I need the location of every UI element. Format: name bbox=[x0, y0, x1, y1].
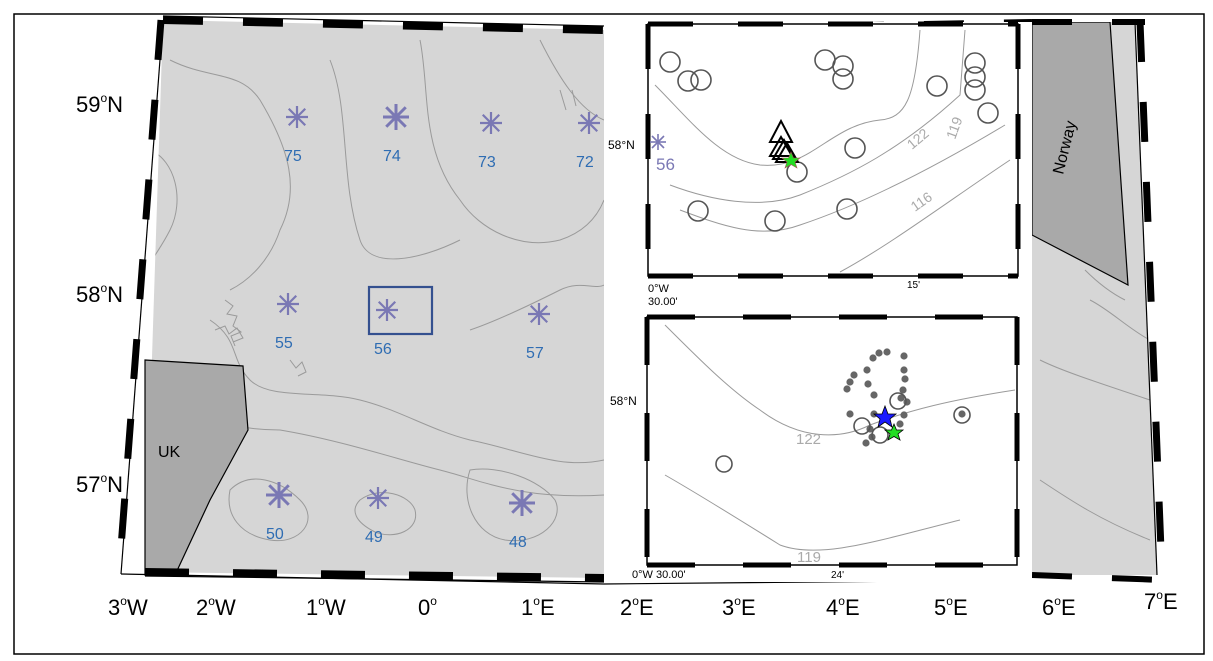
longitude-label: 1oW bbox=[306, 594, 346, 620]
station-label: 73 bbox=[478, 154, 496, 171]
inset-bottom-lat-label: 58°N bbox=[610, 394, 637, 408]
longitude-label: 2oW bbox=[196, 594, 236, 620]
inset-bottom-circles bbox=[715, 392, 971, 473]
inset-bottom: 122 119 58°N 0°W 30.00' 24' bbox=[604, 308, 1032, 582]
latitude-label: 57oN bbox=[76, 471, 123, 497]
right-frame-ticks bbox=[1136, 21, 1166, 576]
contour-label-122-bottom: 122 bbox=[796, 431, 821, 448]
longitude-label: 0o bbox=[418, 594, 437, 620]
inset-top-tick-label: 15' bbox=[907, 280, 920, 291]
station-label: 50 bbox=[266, 526, 284, 543]
station-marker-icon bbox=[383, 104, 409, 130]
longitude-label: 3oW bbox=[108, 594, 148, 620]
station-label: 74 bbox=[383, 148, 401, 165]
contour-label-119: 119 bbox=[943, 114, 966, 141]
inset-top-station-label: 56 bbox=[656, 155, 675, 174]
station-marker-icon bbox=[277, 293, 299, 315]
station-marker-icon bbox=[480, 112, 502, 134]
station-label: 72 bbox=[576, 154, 594, 171]
longitude-label: 4oE bbox=[826, 594, 860, 620]
station-labels: 75 74 73 72 55 56 57 50 49 48 bbox=[266, 148, 594, 551]
inset-top-lat-label: 58°N bbox=[608, 138, 635, 152]
station-marker-icon bbox=[266, 482, 292, 508]
right-map-strip: Norway bbox=[1031, 19, 1166, 583]
inset-bottom-lon-label: 0°W 30.00' bbox=[632, 569, 686, 581]
inset-bottom-frame bbox=[646, 316, 1018, 566]
station-marker-icon bbox=[528, 303, 550, 325]
inset-bottom-star-blue-icon bbox=[872, 404, 898, 428]
norway-land bbox=[1032, 22, 1129, 287]
inset-bottom-dots bbox=[843, 348, 966, 447]
inset-top: 122 119 116 bbox=[604, 21, 1032, 308]
inset-top-station-56 bbox=[650, 134, 666, 150]
station-56-highlight-box bbox=[367, 285, 434, 336]
station-marker-icon bbox=[286, 106, 308, 128]
bathymetry-contours bbox=[147, 39, 604, 542]
station-label: 55 bbox=[275, 335, 293, 352]
inset-bottom-star-green-icon bbox=[883, 422, 905, 441]
sea-area bbox=[145, 20, 604, 578]
uk-label: UK bbox=[158, 444, 181, 461]
longitude-label: 1oE bbox=[521, 594, 555, 620]
longitude-labels: 3oW 2oW 1oW 0o 1oE 2oE 3oE 4oE 5oE 6oE 7oE bbox=[108, 588, 1178, 620]
station-label: 49 bbox=[365, 529, 383, 546]
station-label: 48 bbox=[509, 534, 527, 551]
station-markers bbox=[266, 104, 600, 516]
longitude-label: 6oE bbox=[1042, 594, 1076, 620]
right-contours bbox=[1039, 269, 1151, 541]
latitude-labels: 59oN 58oN 57oN bbox=[76, 91, 123, 497]
longitude-label: 3oE bbox=[722, 594, 756, 620]
inset-bottom-tick-label: 24' bbox=[831, 570, 844, 581]
station-marker-icon bbox=[578, 112, 600, 134]
latitude-label: 58oN bbox=[76, 281, 123, 307]
longitude-label: 2oE bbox=[620, 594, 654, 620]
inset-top-star-green-icon bbox=[781, 151, 801, 169]
station-marker-icon bbox=[509, 490, 535, 516]
inset-top-contours bbox=[654, 29, 1011, 273]
main-map: UK 75 74 73 72 55 56 57 50 49 48 bbox=[115, 15, 605, 585]
longitude-label: 7oE bbox=[1144, 588, 1178, 614]
inset-top-lon-label-minutes: 30.00' bbox=[648, 296, 678, 308]
latitude-label: 59oN bbox=[76, 91, 123, 117]
station-label: 57 bbox=[526, 345, 544, 362]
figure-frame bbox=[13, 13, 1205, 655]
longitude-label: 5oE bbox=[934, 594, 968, 620]
station-marker-icon bbox=[376, 299, 398, 321]
main-map-frame bbox=[115, 15, 605, 585]
station-marker-icon bbox=[367, 487, 389, 509]
inset-top-lon-label: 0°W bbox=[648, 283, 670, 295]
contour-label-119-bottom: 119 bbox=[797, 549, 821, 566]
station-label: 75 bbox=[284, 148, 302, 165]
inset-bottom-contours bbox=[664, 324, 1016, 551]
station-label: 56 bbox=[374, 341, 392, 358]
